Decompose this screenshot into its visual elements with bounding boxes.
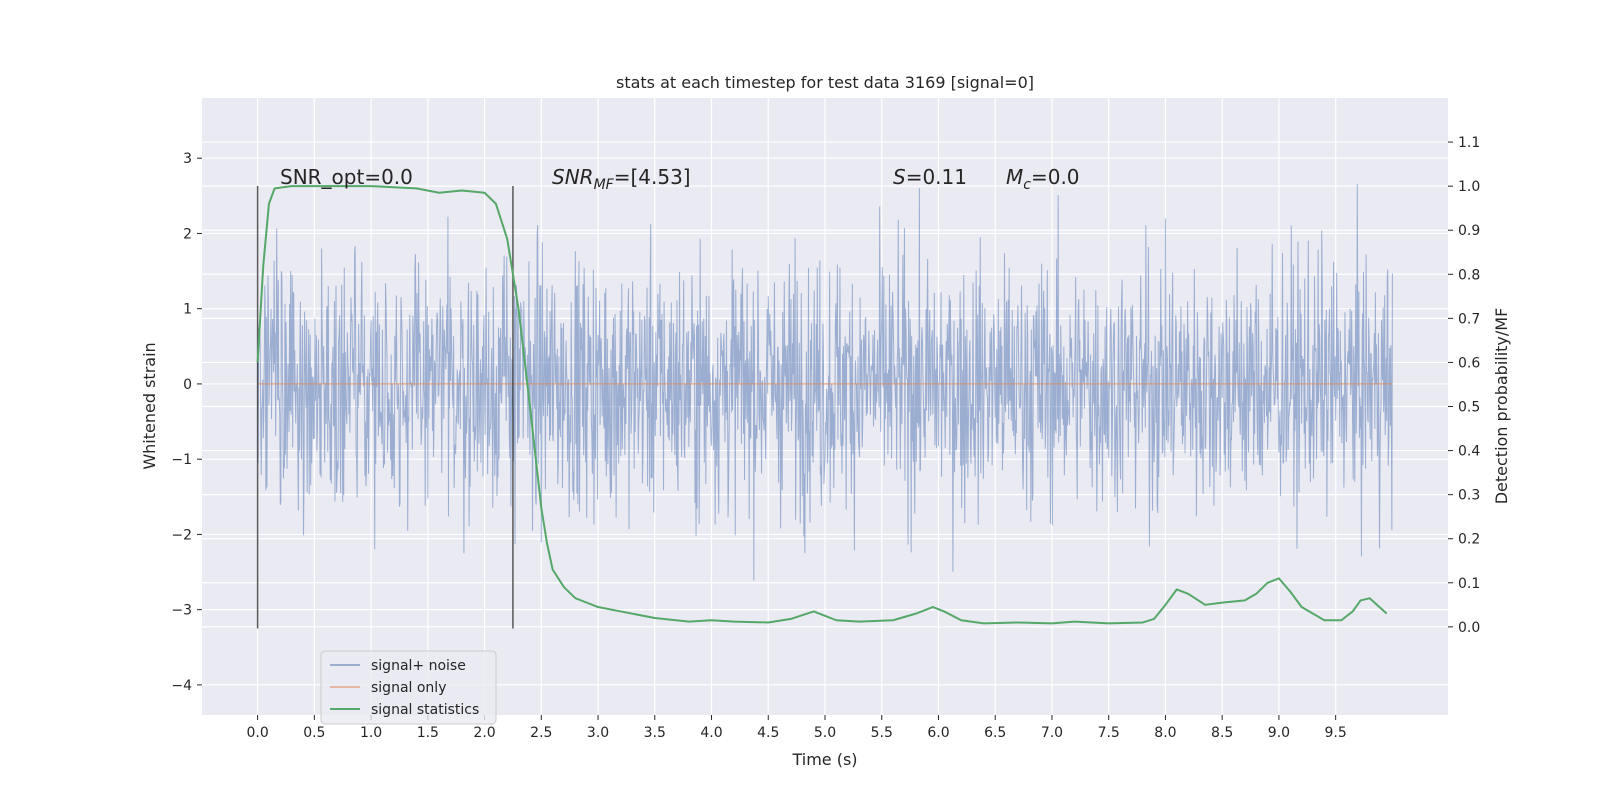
x-tick-label: 3.0 — [587, 725, 609, 741]
x-tick-label: 1.0 — [360, 725, 382, 741]
y-tick-label: 0 — [183, 377, 192, 393]
y-tick-label: 3 — [183, 151, 192, 167]
legend-frame — [320, 650, 497, 725]
x-tick-label: 3.5 — [644, 725, 666, 741]
legend: signal+ noise signal only signal statist… — [320, 650, 497, 725]
y2-tick-label: 1.1 — [1458, 135, 1480, 151]
legend-label-signal-statistics: signal statistics — [371, 702, 479, 718]
y2-tick-label: 0.6 — [1458, 355, 1480, 371]
y2-tick-label: 0.4 — [1458, 444, 1480, 460]
vertical-markers — [256, 186, 514, 629]
x-axis-ticks: 0.0 0.5 1.0 1.5 2.0 2.5 3.0 3.5 4.0 4.5 5.0 5.5 6.0 6… — [246, 715, 1347, 741]
annotation-s-symbol: S — [893, 165, 906, 189]
annotation-mc-value: =0.0 — [1031, 165, 1080, 189]
y-axis-label: Whitened strain — [140, 342, 159, 469]
series-signal-statistics — [256, 185, 1388, 625]
y2-tick-label: 0.7 — [1458, 311, 1480, 327]
legend-label-signal-only: signal only — [371, 680, 446, 696]
annotation-snr-mf: SNRMF=[4.53] — [552, 165, 691, 193]
annotation-mc-subscript: c — [1023, 177, 1031, 193]
annotation-mc-symbol: M — [1006, 165, 1023, 189]
annotations: SNR_opt=0.0 SNRMF=[4.53] S=0.11 Mc=0.0 — [280, 165, 1080, 193]
x-tick-label: 2.5 — [530, 725, 552, 741]
y-tick-label: 2 — [183, 226, 192, 242]
y2-tick-label: 0.3 — [1458, 488, 1480, 504]
x-tick-label: 8.0 — [1154, 725, 1176, 741]
annotation-s: S=0.11 — [893, 165, 967, 189]
legend-label-signal-plus-noise: signal+ noise — [371, 658, 466, 674]
annotation-snr-mf-symbol: SNR — [552, 165, 594, 189]
signal-statistics-line — [256, 185, 1388, 625]
x-tick-label: 6.0 — [927, 725, 949, 741]
x-tick-label: 5.5 — [871, 725, 893, 741]
x-tick-label: 6.5 — [984, 725, 1006, 741]
x-tick-label: 0.5 — [303, 725, 325, 741]
annotation-snr-opt: SNR_opt=0.0 — [280, 165, 413, 189]
annotation-snr-mf-subscript: MF — [594, 177, 615, 193]
y2-tick-label: 1.0 — [1458, 179, 1480, 195]
x-tick-label: 9.0 — [1268, 725, 1290, 741]
y2-axis-label: Detection probability/MF — [1492, 308, 1511, 505]
y-tick-label: −1 — [171, 452, 192, 468]
x-tick-label: 4.0 — [700, 725, 722, 741]
x-tick-label: 4.5 — [757, 725, 779, 741]
x-tick-label: 7.5 — [1098, 725, 1120, 741]
x-axis-label: Time (s) — [791, 750, 857, 769]
y2-tick-label: 0.8 — [1458, 267, 1480, 283]
annotation-snr-mf-value: =[4.53] — [614, 165, 691, 189]
x-tick-label: 0.0 — [246, 725, 268, 741]
annotation-mc: Mc=0.0 — [1006, 165, 1080, 193]
y-tick-label: 1 — [183, 302, 192, 318]
y-axis-ticks: −4 −3 −2 −1 0 1 2 3 — [171, 151, 202, 694]
x-tick-label: 7.0 — [1041, 725, 1063, 741]
y2-tick-label: 0.2 — [1458, 532, 1480, 548]
y2-tick-label: 0.9 — [1458, 223, 1480, 239]
y2-tick-label: 0.5 — [1458, 400, 1480, 416]
y2-tick-label: 0.0 — [1458, 620, 1480, 636]
y2-tick-label: 0.1 — [1458, 576, 1480, 592]
x-tick-label: 9.5 — [1325, 725, 1347, 741]
y2-axis-ticks: 0.0 0.1 0.2 0.3 0.4 0.5 0.6 0.7 0.8 0.9 1.0 1.1 — [1448, 135, 1480, 636]
y-tick-label: −4 — [171, 678, 192, 694]
noise-trace — [257, 184, 1393, 581]
series-signal-plus-noise — [257, 184, 1393, 581]
x-tick-label: 5.0 — [814, 725, 836, 741]
y-tick-label: −2 — [171, 527, 192, 543]
grid-lines — [202, 98, 1448, 715]
chart-title: stats at each timestep for test data 316… — [616, 73, 1034, 92]
x-tick-label: 1.5 — [417, 725, 439, 741]
annotation-s-value: =0.11 — [906, 165, 967, 189]
x-tick-label: 2.0 — [473, 725, 495, 741]
y-tick-label: −3 — [171, 603, 192, 619]
x-tick-label: 8.5 — [1211, 725, 1233, 741]
